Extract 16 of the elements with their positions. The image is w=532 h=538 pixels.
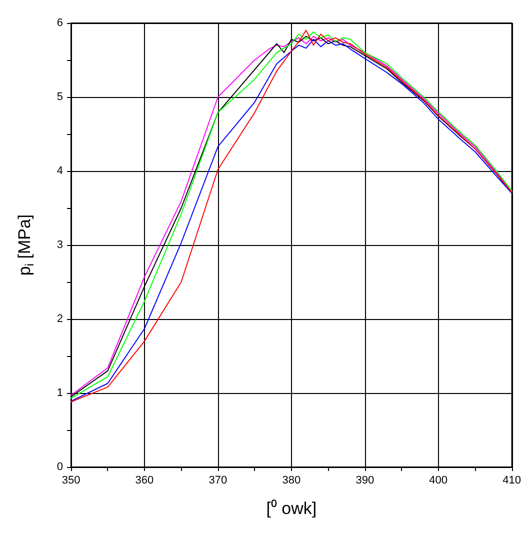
x-tick-label: 410 (502, 474, 522, 486)
y-tick-label: 1 (56, 387, 63, 399)
x-tick-label: 370 (208, 474, 228, 486)
y-tick-label: 3 (56, 239, 63, 251)
y-axis-title: pi [MPa] (15, 214, 36, 276)
x-tick-label: 380 (282, 474, 301, 486)
y-tick-label: 2 (56, 313, 63, 325)
x-axis-title: [⁰ owk] (266, 499, 317, 518)
x-tick-label: 400 (429, 474, 448, 486)
x-tick-label: 350 (62, 474, 80, 486)
x-tick-label: 390 (356, 474, 374, 486)
y-tick-label: 0 (56, 461, 63, 473)
y-tick-label: 6 (56, 17, 63, 29)
x-tick-label: 360 (135, 474, 154, 486)
y-tick-label: 4 (56, 165, 63, 177)
y-tick-label: 5 (56, 91, 63, 103)
